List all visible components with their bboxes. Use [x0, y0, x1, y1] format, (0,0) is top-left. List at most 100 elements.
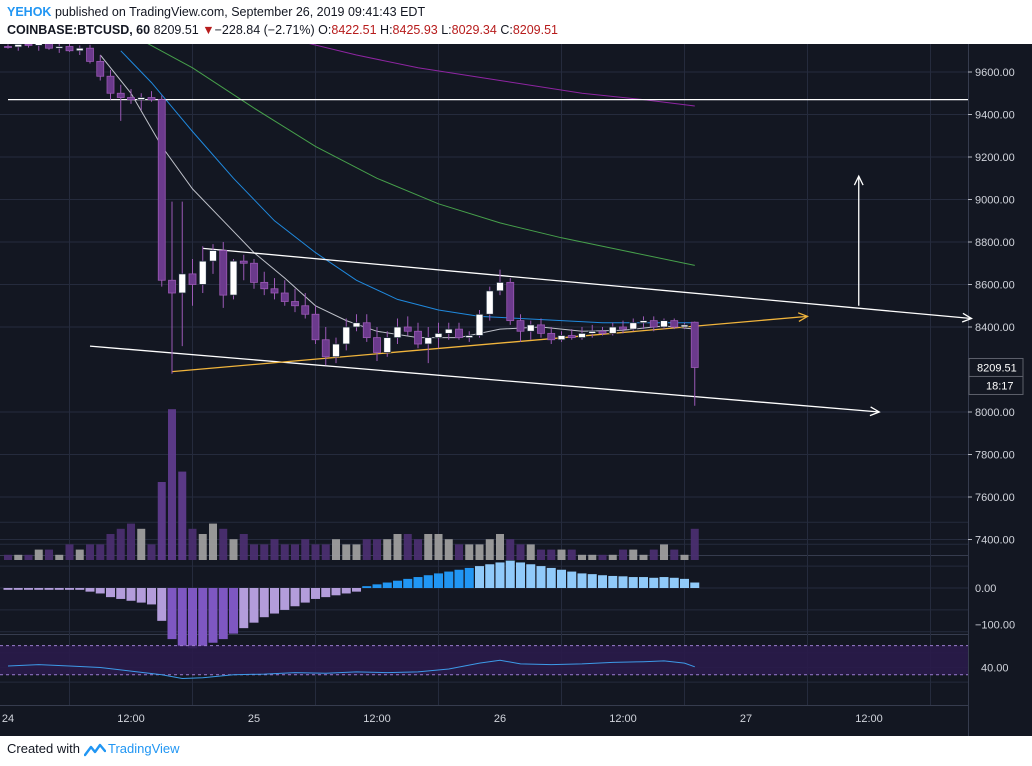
- time-tick-label: 26: [494, 713, 506, 725]
- low-value: 8029.34: [451, 23, 497, 37]
- candle-body: [239, 260, 248, 264]
- volume-bar: [239, 534, 248, 560]
- price-tick-label: 8800.00: [975, 237, 1015, 249]
- volume-bar: [55, 554, 64, 560]
- volume-bar: [362, 539, 371, 560]
- volume-bar: [342, 544, 351, 560]
- candle-body: [291, 301, 299, 307]
- volume-bar: [168, 409, 176, 560]
- macd-histogram-bar: [413, 577, 423, 588]
- volume-bar: [106, 534, 115, 560]
- candle-body: [373, 337, 381, 353]
- candle-body: [516, 320, 525, 332]
- candle-body: [629, 322, 638, 330]
- volume-bar: [414, 539, 422, 560]
- macd-histogram-bar: [13, 588, 23, 590]
- volume-bar: [660, 544, 668, 560]
- volume-bar: [598, 554, 607, 560]
- macd-histogram-bar: [300, 588, 310, 603]
- macd-tick-label: −100.00: [975, 620, 1015, 632]
- tradingview-brand[interactable]: TradingView: [107, 741, 180, 756]
- orange-trend-line: [171, 315, 808, 373]
- volume-bar: [260, 544, 269, 560]
- candle-body: [393, 326, 402, 339]
- candle-body: [588, 330, 597, 334]
- volume-bar: [680, 554, 689, 560]
- volume-bar: [86, 544, 94, 560]
- candle-body: [65, 46, 74, 52]
- candle-body: [137, 97, 146, 101]
- candle-body: [608, 326, 617, 334]
- macd-histogram-bar: [618, 576, 628, 588]
- volume-bar: [270, 539, 279, 560]
- close-value: 8209.51: [512, 23, 559, 37]
- macd-histogram-bar: [382, 582, 392, 588]
- candle-body: [342, 326, 351, 345]
- volume-bar: [526, 544, 535, 560]
- volume-bar: [45, 549, 53, 560]
- volume-bar: [629, 549, 638, 560]
- low-label: L:: [441, 23, 452, 37]
- last-price-label: 8209.51: [977, 362, 1017, 374]
- candle-body: [383, 337, 392, 353]
- macd-histogram-bar: [546, 567, 556, 588]
- volume-bar: [301, 539, 310, 560]
- candle-body: [619, 326, 627, 330]
- candle-body: [127, 97, 135, 101]
- macd-histogram-bar: [270, 588, 279, 614]
- candle-body: [414, 330, 422, 345]
- volume-bar: [311, 544, 320, 560]
- published-text: published on TradingView.com, September …: [54, 5, 426, 19]
- volume-bar: [639, 554, 648, 560]
- volume-bar: [373, 539, 381, 560]
- arrow-head-icon: [961, 312, 973, 323]
- last-price: 8209.51: [153, 23, 199, 37]
- volume-bar: [619, 549, 627, 560]
- macd-histogram-bar: [567, 571, 577, 588]
- volume-bar: [557, 549, 566, 560]
- candle-body: [270, 288, 279, 294]
- volume-bar: [116, 528, 125, 560]
- volume-bar: [424, 534, 433, 560]
- volume-bar: [352, 544, 361, 560]
- chart-area[interactable]: 9600.00 9400.00 9200.00 9000.00 8800.00 8600.…: [0, 39, 1032, 736]
- trend-line-drawing: [89, 345, 880, 413]
- volume-bar: [229, 539, 238, 560]
- candle-body: [690, 321, 699, 368]
- volume-bar: [547, 549, 556, 560]
- price-tick-label: 7800.00: [975, 450, 1015, 462]
- high-label: H:: [380, 23, 393, 37]
- volume-bar: [383, 539, 392, 560]
- moving-average-line: [141, 39, 695, 266]
- candle-body: [639, 320, 648, 324]
- countdown-badge: [968, 375, 1024, 395]
- macd-histogram-bar: [116, 588, 126, 599]
- candle-body: [280, 292, 289, 302]
- macd-histogram-bar: [208, 588, 218, 643]
- macd-histogram-bar: [65, 588, 74, 590]
- volume-bar: [250, 544, 258, 560]
- volume-bar: [321, 544, 330, 560]
- volume-bar: [4, 554, 12, 560]
- candle-body: [403, 326, 412, 332]
- change-value: −228.84 (−2.71%): [214, 23, 315, 37]
- price-tick-label: 8600.00: [975, 280, 1015, 292]
- macd-histogram-bar: [198, 588, 208, 647]
- macd-histogram-bar: [393, 580, 402, 588]
- time-tick-label: 12:00: [363, 713, 391, 725]
- macd-histogram-bar: [434, 573, 443, 588]
- high-value: 8425.93: [392, 23, 438, 37]
- macd-histogram-bar: [218, 588, 228, 640]
- volume-bar: [444, 539, 453, 560]
- macd-histogram-bar: [659, 577, 669, 588]
- author-name[interactable]: YEHOK: [7, 5, 52, 19]
- rsi-tick-label: 40.00: [981, 663, 1009, 675]
- macd-histogram-bar: [352, 588, 361, 592]
- chart-svg[interactable]: 9600.00 9400.00 9200.00 9000.00 8800.00 8600.…: [0, 39, 1032, 736]
- macd-histogram-bar: [454, 569, 464, 588]
- volume-bar: [567, 549, 576, 560]
- candle-body: [209, 250, 217, 262]
- candle-body: [168, 279, 176, 294]
- candle-body: [96, 60, 105, 77]
- macd-histogram-bar: [516, 562, 525, 588]
